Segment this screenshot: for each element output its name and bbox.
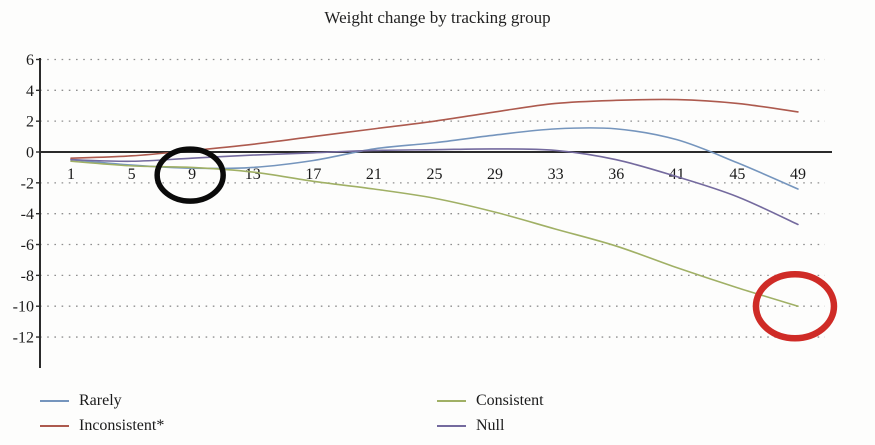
x-tick-label: 41 — [669, 166, 685, 183]
y-tick-label: -6 — [21, 237, 34, 254]
y-tick-label: -8 — [21, 268, 34, 285]
rarely-line-swatch-icon — [40, 399, 69, 402]
x-tick-label: 21 — [366, 166, 382, 183]
x-tick-label: 49 — [790, 166, 806, 183]
legend-label-inconsistent: Inconsistent* — [79, 416, 165, 434]
y-tick-label: 4 — [26, 83, 34, 100]
legend-label-consistent: Consistent — [476, 391, 544, 409]
x-tick-label: 9 — [188, 166, 196, 183]
y-tick-label: -12 — [13, 330, 34, 347]
null-line-swatch-icon — [437, 424, 466, 427]
legend-label-null: Null — [476, 416, 505, 434]
legend-item-rarely: Rarely — [40, 388, 164, 413]
y-tick-label: 0 — [26, 145, 34, 162]
legend-item-consistent: Consistent — [437, 388, 544, 413]
series-line-consistent — [70, 160, 799, 307]
inconsistent-line-swatch-icon — [40, 424, 69, 427]
legend-column-left: Rarely Inconsistent* — [40, 388, 164, 438]
x-tick-label: 1 — [67, 166, 75, 183]
consistent-line-swatch-icon — [437, 399, 466, 402]
series-line-null — [70, 148, 799, 226]
y-tick-label: -4 — [21, 206, 34, 223]
x-tick-label: 13 — [245, 166, 261, 183]
x-tick-label: 45 — [729, 166, 745, 183]
x-tick-label: 33 — [548, 166, 564, 183]
legend-item-null: Null — [437, 413, 544, 438]
black-circle-annotation — [154, 146, 226, 204]
chart-title: Weight change by tracking group — [324, 8, 551, 27]
x-tick-label: 17 — [305, 166, 321, 183]
x-tick-label: 5 — [128, 166, 136, 183]
legend-column-right: Consistent Null — [437, 388, 544, 438]
y-tick-label: -2 — [21, 175, 34, 192]
x-tick-label: 36 — [608, 166, 624, 183]
y-tick-label: -10 — [13, 299, 34, 316]
legend-item-inconsistent: Inconsistent* — [40, 413, 164, 438]
red-circle-annotation — [752, 270, 838, 342]
y-tick-label: 2 — [26, 114, 34, 131]
y-tick-label: 6 — [26, 52, 34, 69]
x-tick-label: 25 — [426, 166, 442, 183]
x-tick-label: 29 — [487, 166, 503, 183]
legend-label-rarely: Rarely — [79, 391, 122, 409]
chart-legend: Rarely Inconsistent* Consistent Null — [0, 388, 875, 445]
